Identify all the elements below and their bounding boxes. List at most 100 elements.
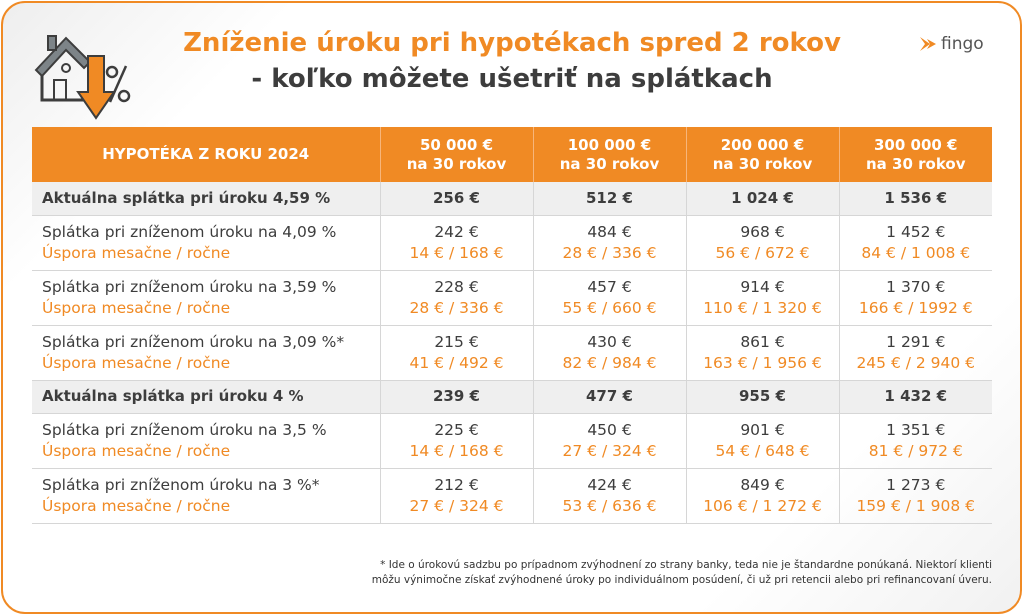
fingo-arrow-logo-icon	[920, 37, 936, 51]
table-cell: 914 € 110 € / 1 320 €	[686, 270, 840, 326]
savings-value: 82 € / 984 €	[562, 353, 657, 372]
payment-value: 968 €	[740, 222, 785, 241]
payment-value: 212 €	[434, 475, 479, 494]
table-cell: 212 € 27 € / 324 €	[380, 468, 534, 524]
house-percent-down-icon	[34, 35, 131, 120]
footnote-line: môžu výnimočne získať zvýhodnené úroky p…	[371, 574, 992, 586]
payment-value: 225 €	[434, 420, 479, 439]
payment-value: 1 273 €	[886, 475, 946, 494]
payment-value: 484 €	[587, 222, 632, 241]
payment-value: 457 €	[587, 277, 632, 296]
table-header-row: HYPOTÉKA Z ROKU 2024 50 000 € na 30 rokov…	[32, 127, 992, 182]
savings-value: 166 € / 1992 €	[858, 298, 973, 317]
payment-value: 1 452 €	[886, 222, 946, 241]
footnote: * Ide o úrokovú sadzbu po prípadnom zvýh…	[372, 558, 992, 588]
savings-label: Úspora mesačne / ročne	[42, 496, 231, 515]
payment-value: 430 €	[587, 332, 632, 351]
table-cell: 1 291 € 245 € / 2 940 €	[839, 325, 992, 381]
table-cell: 457 € 55 € / 660 €	[533, 270, 687, 326]
payment-value: 1 351 €	[886, 420, 946, 439]
payment-value: 228 €	[434, 277, 479, 296]
header-col: 100 000 € na 30 rokov	[533, 127, 687, 182]
payment-value: 914 €	[740, 277, 785, 296]
payment-value: 955 €	[739, 387, 786, 405]
row-label: Aktuálna splátka pri úroku 4,59 %	[32, 182, 381, 216]
row-label: Splátka pri zníženom úroku na 3,59 % Úspo…	[32, 270, 381, 326]
savings-label: Úspora mesačne / ročne	[42, 298, 231, 317]
title-line-2: - koľko môžete ušetriť na splátkach	[251, 64, 773, 94]
savings-label: Úspora mesačne / ročne	[42, 243, 231, 262]
savings-value: 27 € / 324 €	[409, 496, 504, 515]
fingo-logo: fingo	[920, 34, 984, 54]
row-label: Splátka pri zníženom úroku na 3,09 %* Úsp…	[32, 325, 381, 381]
payment-value: 256 €	[433, 188, 480, 207]
savings-value: 28 € / 336 €	[409, 298, 504, 317]
table-cell: 242 € 14 € / 168 €	[380, 215, 534, 271]
row-label: Splátka pri zníženom úroku na 4,09 % Úspo…	[32, 215, 381, 271]
payment-value: 239 €	[433, 387, 480, 405]
payment-value: 901 €	[740, 420, 785, 439]
savings-value: 106 € / 1 272 €	[703, 496, 822, 515]
reduced-payment-row: Splátka pri zníženom úroku na 4,09 % Úspo…	[32, 215, 992, 271]
savings-value: 163 € / 1 956 €	[703, 353, 822, 372]
logo-text: fingo	[941, 34, 984, 54]
payment-value: 424 €	[587, 475, 632, 494]
payment-value: 450 €	[587, 420, 632, 439]
savings-value: 53 € / 636 €	[562, 496, 657, 515]
table-cell: 512 €	[533, 182, 687, 216]
savings-value: 81 € / 972 €	[868, 441, 963, 460]
table-cell: 228 € 28 € / 336 €	[380, 270, 534, 326]
savings-label: Úspora mesačne / ročne	[42, 353, 231, 372]
payment-value: 1 370 €	[886, 277, 946, 296]
payment-value: 1 536 €	[884, 188, 948, 207]
savings-value: 245 € / 2 940 €	[856, 353, 976, 372]
table-cell: 450 € 27 € / 324 €	[533, 413, 687, 469]
table-cell: 424 € 53 € / 636 €	[533, 468, 687, 524]
reduced-payment-row: Splátka pri zníženom úroku na 3,59 % Úspo…	[32, 270, 992, 326]
payment-value: 215 €	[434, 332, 479, 351]
table-cell: 849 € 106 € / 1 272 €	[686, 468, 840, 524]
savings-value: 14 € / 168 €	[409, 243, 504, 262]
savings-value: 55 € / 660 €	[562, 298, 657, 317]
savings-label: Úspora mesačne / ročne	[42, 441, 231, 460]
table-cell: 861 € 163 € / 1 956 €	[686, 325, 840, 381]
table-cell: 239 €	[380, 380, 534, 414]
payment-value: 242 €	[434, 222, 479, 241]
table-cell: 1 370 € 166 € / 1992 €	[839, 270, 992, 326]
header-col: 50 000 € na 30 rokov	[380, 127, 534, 182]
header-col: 300 000 € na 30 rokov	[839, 127, 992, 182]
mortgage-savings-table: HYPOTÉKA Z ROKU 2024 50 000 € na 30 rokov…	[32, 127, 992, 524]
table-cell: 1 452 € 84 € / 1 008 €	[839, 215, 992, 271]
savings-value: 41 € / 492 €	[409, 353, 504, 372]
payment-value: 1 432 €	[884, 387, 948, 405]
table-cell: 484 € 28 € / 336 €	[533, 215, 687, 271]
table-cell: 1 432 €	[839, 380, 992, 414]
table-cell: 901 € 54 € / 648 €	[686, 413, 840, 469]
table-cell: 1 351 € 81 € / 972 €	[839, 413, 992, 469]
savings-value: 84 € / 1 008 €	[861, 243, 971, 262]
savings-value: 56 € / 672 €	[715, 243, 810, 262]
current-payment-row: Aktuálna splátka pri úroku 4,59 % 256 € 51…	[32, 182, 992, 216]
row-label: Aktuálna splátka pri úroku 4 %	[32, 380, 381, 414]
table-cell: 955 €	[686, 380, 840, 414]
reduced-payment-row: Splátka pri zníženom úroku na 3,09 %* Úsp…	[32, 325, 992, 381]
savings-value: 54 € / 648 €	[715, 441, 810, 460]
current-payment-row: Aktuálna splátka pri úroku 4 % 239 € 477 €…	[32, 380, 992, 414]
savings-value: 27 € / 324 €	[562, 441, 657, 460]
table-cell: 430 € 82 € / 984 €	[533, 325, 687, 381]
header-col: 200 000 € na 30 rokov	[686, 127, 840, 182]
payment-value: 1 024 €	[731, 188, 794, 207]
savings-value: 110 € / 1 320 €	[703, 298, 822, 317]
savings-value: 159 € / 1 908 €	[856, 496, 976, 515]
payment-value: 849 €	[740, 475, 785, 494]
reduced-payment-row: Splátka pri zníženom úroku na 3 %* Úspora…	[32, 468, 992, 524]
table-cell: 1 024 €	[686, 182, 840, 216]
footnote-line: * Ide o úrokovú sadzbu po prípadnom zvýh…	[380, 559, 992, 571]
row-label: Splátka pri zníženom úroku na 3 %* Úspora…	[32, 468, 381, 524]
title-line-1: Zníženie úroku pri hypotékach spred 2 ro…	[183, 28, 841, 58]
table-cell: 1 273 € 159 € / 1 908 €	[839, 468, 992, 524]
row-label: Splátka pri zníženom úroku na 3,5 % Úspor…	[32, 413, 381, 469]
table-cell: 225 € 14 € / 168 €	[380, 413, 534, 469]
table-cell: 215 € 41 € / 492 €	[380, 325, 534, 381]
reduced-payment-row: Splátka pri zníženom úroku na 3,5 % Úspor…	[32, 413, 992, 469]
